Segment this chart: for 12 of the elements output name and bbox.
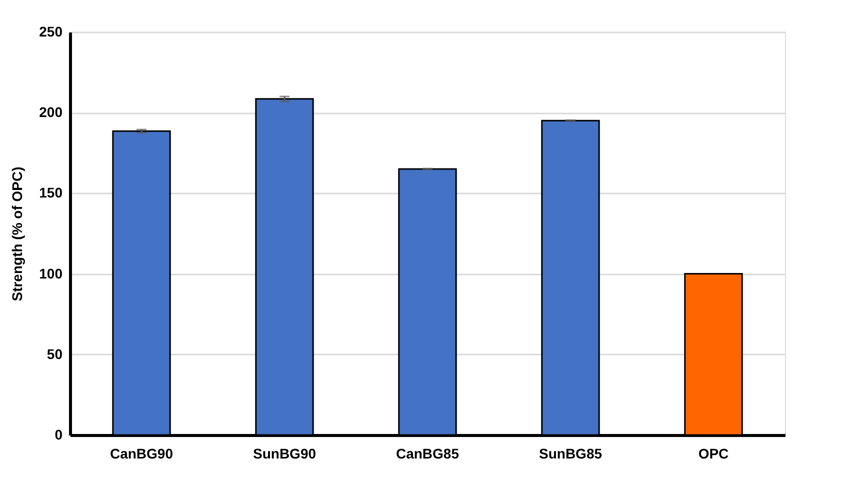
y-tick-label: 250 [39, 24, 63, 40]
y-tick-label: 50 [46, 346, 63, 362]
x-tick-label: SunBG85 [538, 446, 602, 462]
y-tick-label: 200 [39, 104, 63, 120]
x-tick-label: OPC [698, 446, 729, 462]
x-tick-label: CanBG90 [110, 446, 174, 462]
x-tick-label: SunBG90 [252, 446, 316, 462]
y-axis-title: Strength (% of OPC) [9, 166, 26, 302]
y-tick-label: 150 [39, 184, 63, 201]
y-tick-label: 100 [39, 265, 63, 282]
y-tick-label: 0 [54, 426, 63, 442]
x-tick-label: CanBG85 [396, 446, 460, 462]
